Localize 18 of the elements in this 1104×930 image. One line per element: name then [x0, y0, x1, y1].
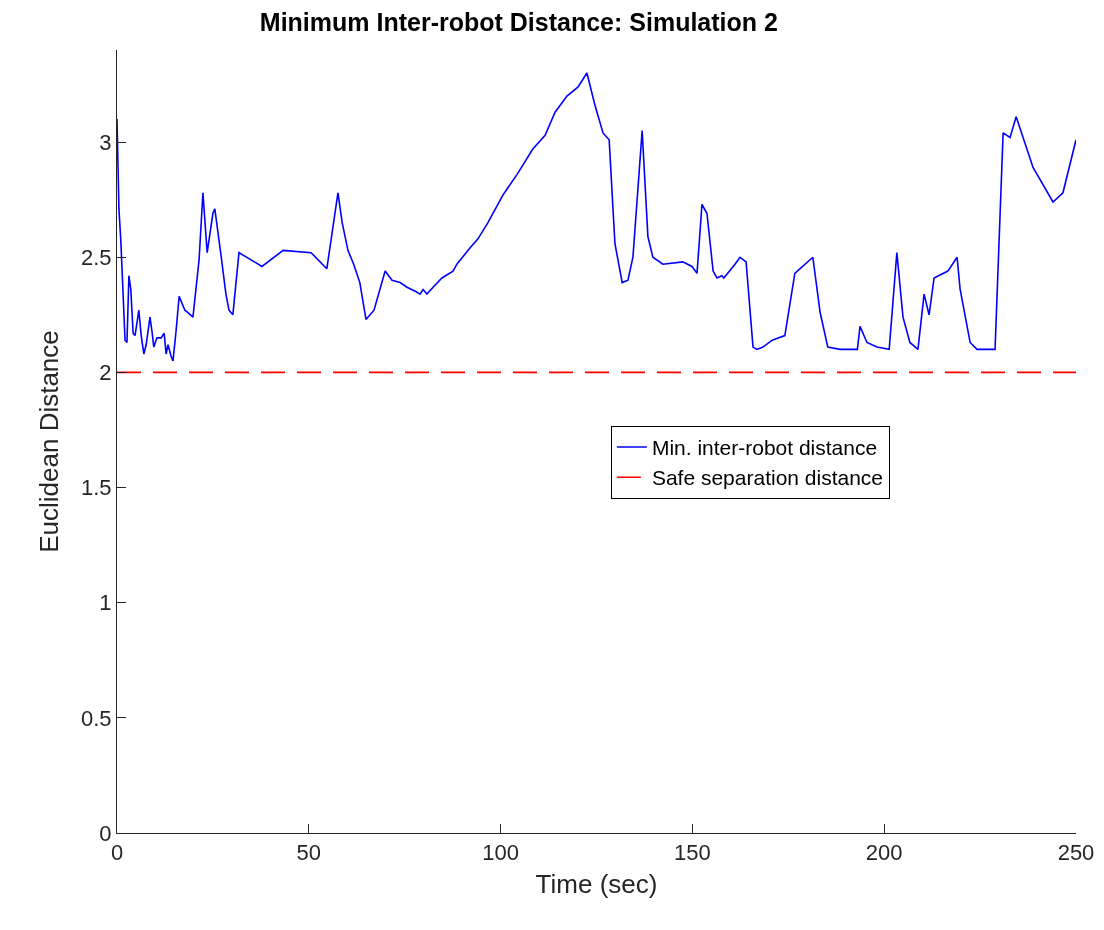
x-tick-label: 250	[1057, 840, 1095, 866]
legend-label: Safe separation distance	[651, 466, 884, 490]
y-axis-title: Euclidean Distance	[34, 330, 65, 553]
line-series	[117, 72, 1076, 362]
x-tick-label: 200	[865, 840, 903, 866]
x-tick-label: 150	[674, 840, 711, 866]
x-tick-label: 50	[296, 840, 322, 866]
y-tick-label: 1.5	[81, 475, 112, 501]
x-axis-title: Time (sec)	[535, 869, 658, 900]
y-tick-label: 3	[99, 129, 112, 155]
y-tick-label: 2.5	[81, 244, 112, 270]
chart-title: Minimum Inter-robot Distance: Simulation 2	[259, 8, 778, 37]
legend-label: Min. inter-robot distance	[651, 436, 878, 460]
y-tick-label: 1	[99, 590, 112, 616]
y-tick-label: 0.5	[81, 705, 112, 731]
y-tick-label: 2	[99, 360, 112, 386]
y-tick-label: 0	[99, 820, 112, 846]
x-tick-label: 100	[482, 840, 519, 866]
